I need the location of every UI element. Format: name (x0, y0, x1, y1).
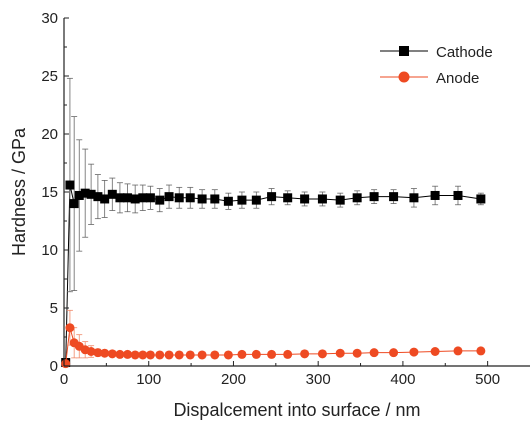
data-point (237, 349, 247, 359)
x-tick-label: 400 (390, 371, 415, 388)
data-point (476, 194, 486, 204)
y-tick-label: 5 (50, 300, 58, 317)
data-point (80, 188, 90, 198)
x-tick-label: 300 (306, 371, 331, 388)
data-point (74, 190, 84, 200)
data-point (283, 193, 293, 203)
data-point (93, 348, 103, 358)
data-point (174, 193, 184, 203)
data-point (100, 194, 110, 204)
data-point (352, 348, 362, 358)
y-tick-label: 30 (41, 10, 58, 27)
labels: Dispalcement into surface / nm Hardness … (9, 127, 421, 420)
data-point (335, 195, 345, 205)
data-point (145, 193, 155, 203)
legend-entry-cathode: Cathode (380, 44, 493, 61)
data-point (145, 350, 155, 360)
data-point (164, 192, 174, 202)
series-anode (61, 309, 486, 369)
data-point (317, 349, 327, 359)
data-point (335, 348, 345, 358)
data-point (164, 350, 174, 360)
data-point (409, 347, 419, 357)
y-tick-label: 0 (50, 358, 58, 375)
data-point (107, 189, 117, 199)
data-point (369, 348, 379, 358)
x-tick-label: 500 (475, 371, 500, 388)
data-point (389, 192, 399, 202)
data-point (453, 346, 463, 356)
data-point (107, 349, 117, 359)
data-point (267, 192, 277, 202)
legend-entry-anode: Anode (380, 70, 479, 87)
data-point (223, 196, 233, 206)
legend-label-anode: Anode (436, 70, 479, 87)
data-point (69, 199, 79, 209)
data-point (210, 350, 220, 360)
data-point (251, 349, 261, 359)
data-point (317, 194, 327, 204)
data-point (197, 350, 207, 360)
data-point (430, 190, 440, 200)
data-point (197, 194, 207, 204)
y-tick-label: 25 (41, 68, 58, 85)
legend-label-cathode: Cathode (436, 44, 493, 61)
legend-marker-anode (398, 71, 410, 83)
data-point (283, 349, 293, 359)
data-point (155, 350, 165, 360)
data-point (138, 350, 148, 360)
data-point (100, 348, 110, 358)
data-point (123, 193, 133, 203)
data-point (237, 195, 247, 205)
x-tick-label: 0 (60, 371, 68, 388)
y-tick-label: 15 (41, 184, 58, 201)
data-point (185, 350, 195, 360)
data-point (130, 350, 140, 360)
plot-area (61, 77, 486, 369)
series-cathode (61, 77, 486, 368)
x-axis-title: Dispalcement into surface / nm (173, 400, 420, 420)
data-point (476, 346, 486, 356)
data-point (86, 347, 96, 356)
y-tick-label: 10 (41, 242, 58, 259)
data-point (115, 349, 125, 359)
data-point (138, 193, 148, 203)
x-tick-label: 200 (221, 371, 246, 388)
data-point (453, 190, 463, 200)
data-point (185, 193, 195, 203)
data-point (409, 193, 419, 203)
data-point (300, 349, 310, 359)
data-point (174, 350, 184, 360)
data-point (352, 193, 362, 203)
data-point (155, 195, 165, 205)
legend-marker-cathode (399, 46, 409, 56)
data-point (93, 192, 103, 202)
data-point (130, 194, 140, 204)
data-point (389, 348, 399, 358)
data-point (65, 180, 75, 190)
x-tick-label: 100 (136, 371, 161, 388)
data-point (86, 189, 96, 199)
data-point (300, 194, 310, 204)
y-tick-label: 20 (41, 126, 58, 143)
data-point (251, 195, 261, 205)
data-point (369, 192, 379, 202)
data-point (115, 193, 125, 203)
data-point (223, 350, 233, 360)
legend: Cathode Anode (380, 44, 493, 87)
y-axis-title: Hardness / GPa (9, 127, 29, 256)
data-point (61, 359, 71, 369)
data-point (210, 194, 220, 204)
axes: 0 100 200 300 400 500 0 5 10 15 20 25 30 (41, 10, 530, 388)
data-point (65, 323, 75, 333)
data-point (430, 347, 440, 356)
data-point (267, 349, 277, 359)
data-point (123, 349, 133, 359)
